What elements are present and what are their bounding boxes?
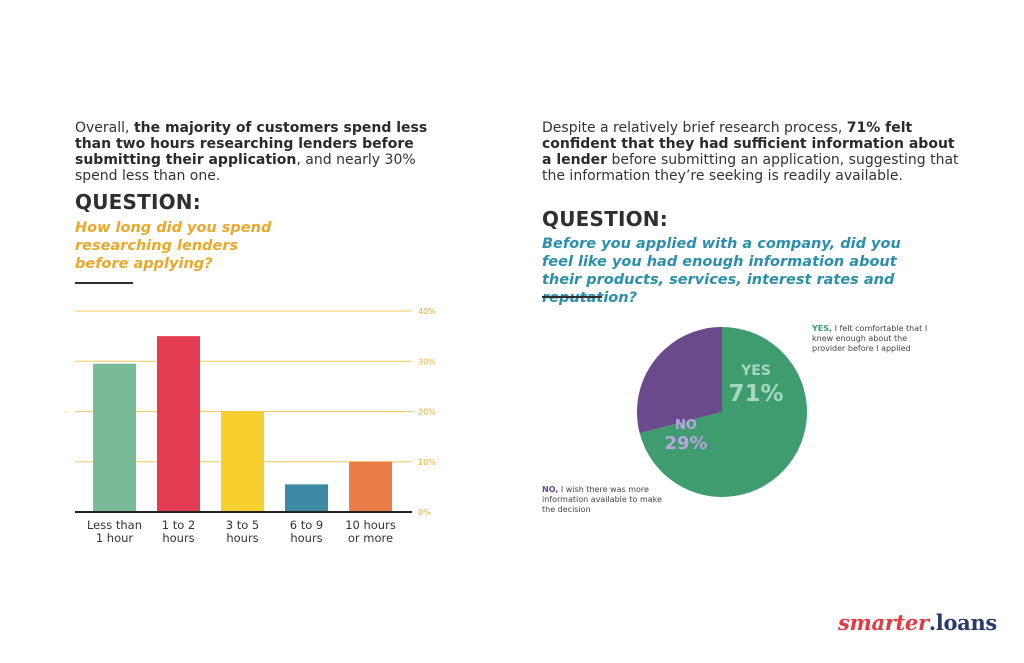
no-annotation-lead: NO, <box>542 485 559 494</box>
x-tick-label: Less than <box>87 518 142 532</box>
left-intro-part: Overall, <box>75 120 134 136</box>
no-annotation: NO, I wish there was more information av… <box>542 485 667 515</box>
right-intro-part: Despite a relatively brief research proc… <box>542 120 847 136</box>
x-tick-label: hours <box>290 531 322 545</box>
x-tick-label: 6 to 9 <box>290 518 324 532</box>
yes-annotation: YES, I felt comfortable that I knew enou… <box>812 324 942 354</box>
x-tick-label: 1 to 2 <box>162 518 196 532</box>
y-tick-label: 30% <box>418 357 436 366</box>
left-divider <box>75 282 133 284</box>
x-tick-label: hours <box>226 531 258 545</box>
left-intro-part: , and nearly 30% spend less than one. <box>75 152 416 184</box>
right-question-text: Before you applied with a company, did y… <box>542 236 901 306</box>
x-tick-label: or more <box>348 531 393 545</box>
left-question-text: How long did you spend researching lende… <box>75 220 272 272</box>
right-intro-text: Despite a relatively brief research proc… <box>542 120 962 184</box>
right-intro-bold: 71% felt confident that they had suffici… <box>542 120 955 168</box>
yes-annotation-lead: YES, <box>812 324 833 333</box>
pie-slice-yes <box>639 327 807 498</box>
logo-part-smarter: smarter <box>838 610 929 635</box>
x-tick-label: 3 to 5 <box>226 518 260 532</box>
pie-value-no: 29% <box>664 433 707 454</box>
left-intro-text: Overall, the majority of customers spend… <box>75 120 455 184</box>
pie-slice-no <box>636 327 722 434</box>
smarter-loans-logo: smarter.loans <box>838 610 997 635</box>
y-tick-label: 20% <box>418 408 436 417</box>
y-tick-label: 40% <box>418 307 436 316</box>
bar <box>349 461 392 512</box>
no-annotation-text: I wish there was more information availa… <box>542 485 662 514</box>
logo-part-loans: .loans <box>928 610 998 635</box>
x-tick-label: hours <box>162 531 194 545</box>
left-intro-bold: the majority of customers spend less tha… <box>75 120 428 168</box>
pie-value-yes: 71% <box>728 381 783 407</box>
y-tick-label: 0% <box>418 508 431 517</box>
right-divider <box>542 296 602 298</box>
bar <box>221 411 264 512</box>
right-question-label: QUESTION: <box>542 207 668 231</box>
bar <box>157 336 200 512</box>
y-tick-label: 10% <box>418 458 436 467</box>
x-tick-label: 1 hour <box>96 531 134 545</box>
left-question-label: QUESTION: <box>75 190 201 214</box>
yes-annotation-text: I felt comfortable that I knew enough ab… <box>812 324 928 353</box>
pie-label-yes: YES <box>740 363 771 379</box>
bar <box>285 484 328 512</box>
pie-label-no: NO <box>675 418 697 433</box>
right-intro-part: before submitting an application, sugges… <box>542 152 959 184</box>
x-tick-label: 10 hours <box>345 518 396 532</box>
bar <box>93 363 136 512</box>
